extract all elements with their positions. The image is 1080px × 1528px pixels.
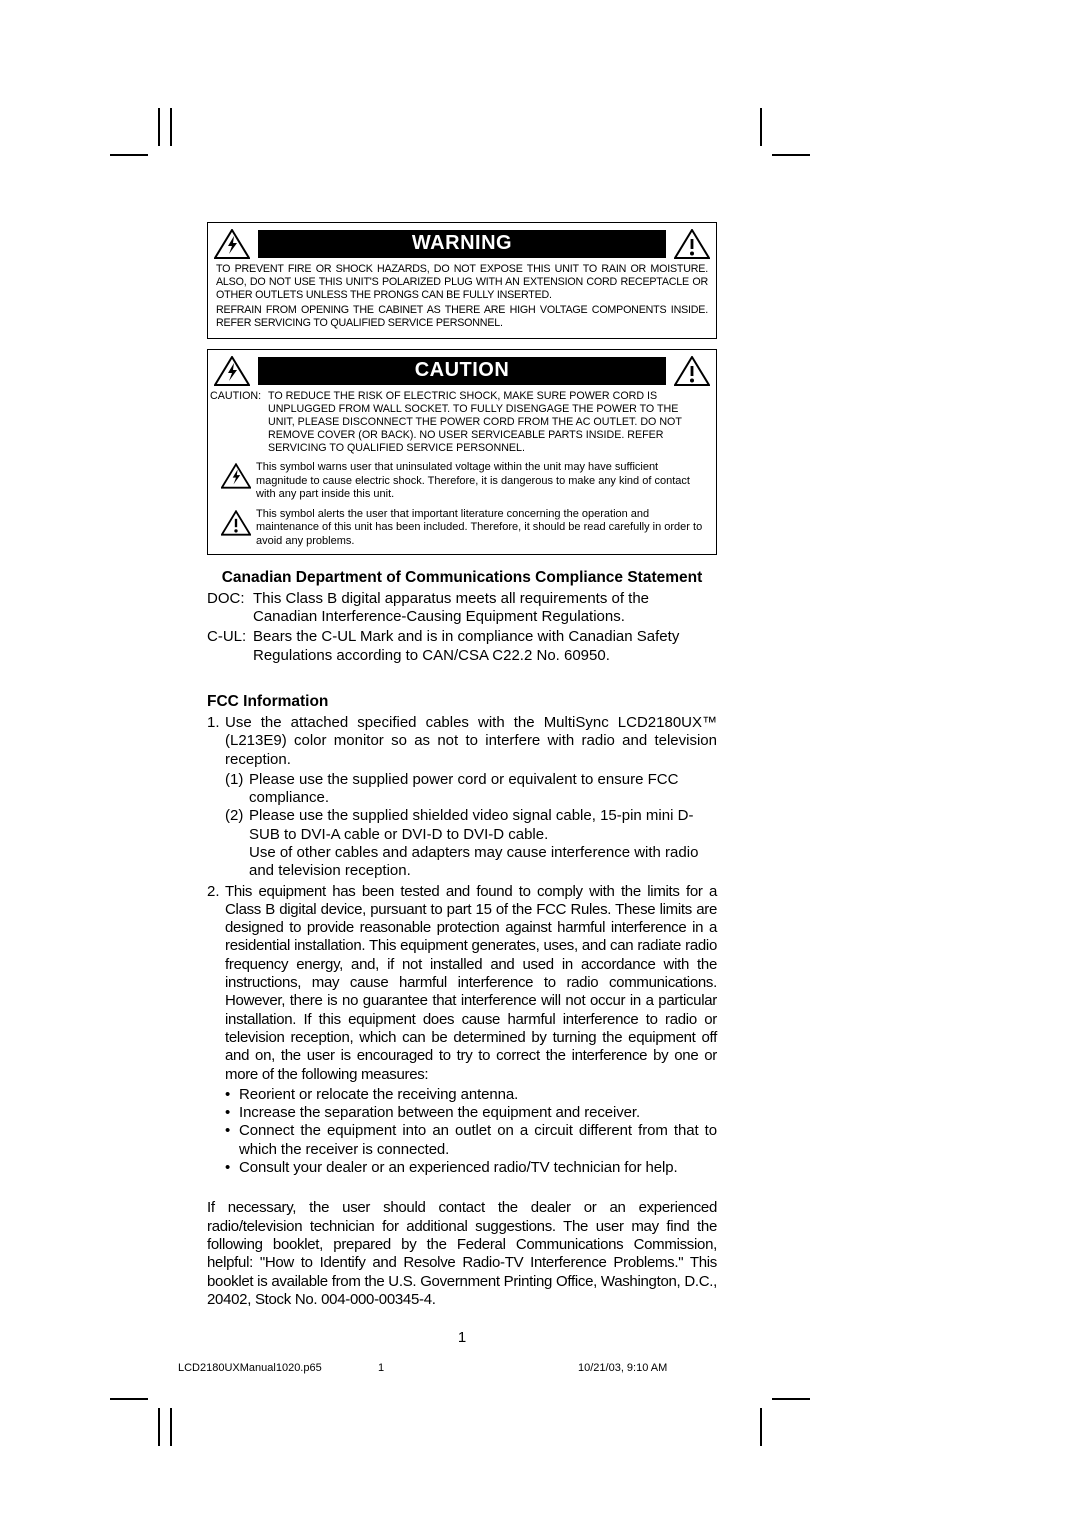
footer-date: 10/21/03, 9:10 AM	[578, 1362, 748, 1374]
footer: LCD2180UXManual1020.p65 1 10/21/03, 9:10…	[178, 1362, 748, 1374]
sub-number: (2)	[225, 807, 249, 880]
fcc-item1: Use the attached specified cables with t…	[225, 714, 717, 769]
page-content: WARNING TO PREVENT FIRE OR SHOCK HAZARDS…	[207, 222, 717, 1346]
doc-text: This Class B digital apparatus meets all…	[253, 590, 717, 627]
fcc-item2: This equipment has been tested and found…	[225, 883, 717, 1084]
caution-label: CAUTION:	[210, 390, 268, 455]
exclamation-triangle-icon	[674, 229, 710, 259]
warning-text-1: TO PREVENT FIRE OR SHOCK HAZARDS, DO NOT…	[216, 263, 708, 302]
footer-page: 1	[378, 1362, 578, 1374]
fcc-item1-sub2: Please use the supplied shielded video s…	[249, 807, 717, 880]
page-number: 1	[207, 1329, 717, 1346]
lightning-triangle-icon	[214, 356, 250, 386]
list-number: 1.	[207, 714, 225, 769]
symbol-desc-1: This symbol warns user that uninsulated …	[256, 461, 708, 501]
caution-text: TO REDUCE THE RISK OF ELECTRIC SHOCK, MA…	[268, 390, 708, 455]
cul-text: Bears the C-UL Mark and is in compliance…	[253, 628, 717, 665]
fcc-bullet: Consult your dealer or an experienced ra…	[239, 1159, 717, 1177]
fcc-bullet: Increase the separation between the equi…	[239, 1104, 717, 1122]
warning-title: WARNING	[258, 230, 666, 258]
fcc-bullet: Connect the equipment into an outlet on …	[239, 1122, 717, 1159]
fcc-item1-sub1: Please use the supplied power cord or eq…	[249, 771, 717, 808]
lightning-triangle-icon	[216, 461, 256, 489]
sub-number: (1)	[225, 771, 249, 808]
fcc-title: FCC Information	[207, 693, 717, 712]
caution-box: CAUTION CAUTION: TO REDUCE THE RISK OF E…	[207, 349, 717, 555]
canadian-title: Canadian Department of Communications Co…	[207, 569, 717, 588]
fcc-bullet: Reorient or relocate the receiving anten…	[239, 1086, 717, 1104]
doc-label: DOC:	[207, 590, 253, 627]
canadian-section: Canadian Department of Communications Co…	[207, 569, 717, 665]
warning-text-2: REFRAIN FROM OPENING THE CABINET AS THER…	[216, 304, 708, 330]
lightning-triangle-icon	[214, 229, 250, 259]
footer-filename: LCD2180UXManual1020.p65	[178, 1362, 378, 1374]
exclamation-triangle-icon	[216, 508, 256, 536]
exclamation-triangle-icon	[674, 356, 710, 386]
warning-box: WARNING TO PREVENT FIRE OR SHOCK HAZARDS…	[207, 222, 717, 339]
cul-label: C-UL:	[207, 628, 253, 665]
fcc-closing: If necessary, the user should contact th…	[207, 1199, 717, 1309]
fcc-section: FCC Information 1. Use the attached spec…	[207, 693, 717, 1309]
caution-title: CAUTION	[258, 357, 666, 385]
list-number: 2.	[207, 883, 225, 1084]
symbol-desc-2: This symbol alerts the user that importa…	[256, 508, 708, 548]
